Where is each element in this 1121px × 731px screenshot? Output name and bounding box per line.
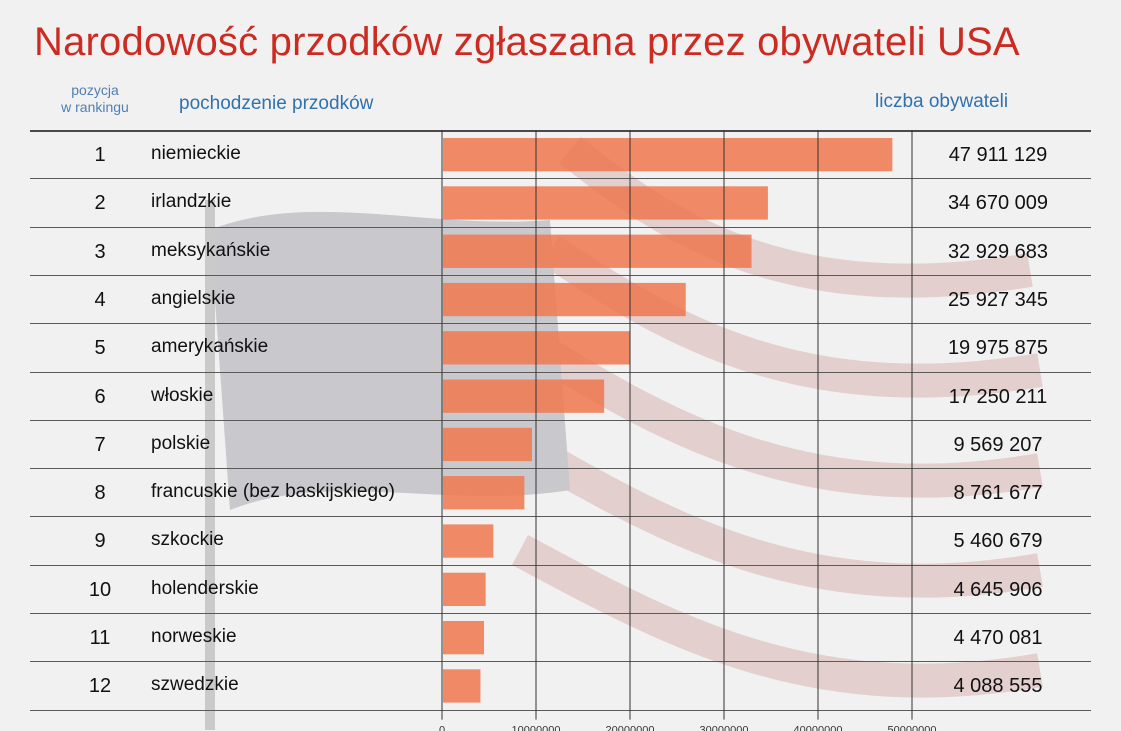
count-column-header: liczba obywateli xyxy=(875,91,1009,112)
row-separator xyxy=(30,419,1091,421)
row-separator xyxy=(30,516,1091,518)
rank-column-header: pozycja w rankingu xyxy=(40,82,150,116)
value-label: 47 911 129 xyxy=(948,144,1048,166)
x-tick-label: 40000000 xyxy=(794,725,843,731)
row-separator xyxy=(30,468,1091,470)
category-label: szwedzkie xyxy=(151,674,239,696)
row-separator xyxy=(30,274,1091,276)
value-label: 19 975 875 xyxy=(947,337,1049,360)
row-separator xyxy=(30,564,1091,566)
x-tick-label: 20000000 xyxy=(606,725,655,731)
row-separator xyxy=(30,709,1091,711)
x-tick-label: 0 xyxy=(439,725,445,731)
category-label: amerykańskie xyxy=(151,336,269,358)
value-label: 4 088 555 xyxy=(953,675,1043,698)
rank-label: 11 xyxy=(89,627,111,649)
category-label: meksykańskie xyxy=(151,239,271,261)
bar xyxy=(443,427,532,462)
bar xyxy=(443,524,494,558)
row-separator xyxy=(30,613,1091,614)
bar xyxy=(443,669,481,703)
value-label: 4 645 906 xyxy=(953,578,1043,601)
origin-column-header: pochodzenie przodków xyxy=(179,93,374,114)
bar xyxy=(443,234,752,268)
category-label: irlandzkie xyxy=(151,191,232,213)
bar xyxy=(443,572,486,606)
x-tick-label: 50000000 xyxy=(888,725,937,731)
value-label: 8 761 677 xyxy=(953,482,1043,505)
category-label: norweskie xyxy=(151,626,237,647)
row-separator xyxy=(30,661,1091,663)
bar xyxy=(443,186,768,220)
bar xyxy=(443,138,893,172)
row-separator xyxy=(30,130,1091,132)
rank-label: 12 xyxy=(88,675,112,698)
category-label: polskie xyxy=(151,432,211,454)
value-label: 32 929 683 xyxy=(947,240,1049,263)
x-tick-label: 10000000 xyxy=(512,725,561,731)
category-label: włoskie xyxy=(151,384,214,406)
rank-label: 2 xyxy=(94,192,106,215)
value-label: 4 470 081 xyxy=(953,627,1043,649)
value-label: 9 569 207 xyxy=(953,433,1043,456)
value-label: 5 460 679 xyxy=(953,530,1043,553)
chart-title: Narodowość przodków zgłaszana przez obyw… xyxy=(34,20,1020,64)
bar xyxy=(443,282,686,317)
rank-label: 10 xyxy=(88,578,112,601)
rank-header-text: pozycja w rankingu xyxy=(61,82,129,115)
category-label: francuskie (bez baskijskiego) xyxy=(151,481,395,503)
rank-label: 5 xyxy=(94,337,106,360)
rank-label: 7 xyxy=(94,433,106,456)
category-label: holenderskie xyxy=(151,577,259,599)
row-separator xyxy=(30,371,1091,373)
category-label: szkockie xyxy=(151,529,224,551)
rank-label: 6 xyxy=(94,385,106,408)
x-tick-label: 30000000 xyxy=(700,725,749,731)
bar xyxy=(443,476,525,510)
row-separator xyxy=(30,226,1091,228)
row-separator xyxy=(30,323,1091,325)
category-label: angielskie xyxy=(151,287,236,309)
category-label: niemieckie xyxy=(151,143,241,164)
rank-label: 3 xyxy=(94,240,106,263)
rank-label: 4 xyxy=(94,288,106,311)
bar xyxy=(443,379,605,413)
value-label: 17 250 211 xyxy=(948,385,1048,408)
rank-label: 9 xyxy=(94,530,106,553)
rank-label: 8 xyxy=(94,482,106,505)
rank-label: 1 xyxy=(94,144,106,166)
row-separator xyxy=(30,178,1091,180)
bar xyxy=(443,621,485,655)
value-label: 34 670 009 xyxy=(947,192,1049,215)
value-label: 25 927 345 xyxy=(947,288,1049,311)
